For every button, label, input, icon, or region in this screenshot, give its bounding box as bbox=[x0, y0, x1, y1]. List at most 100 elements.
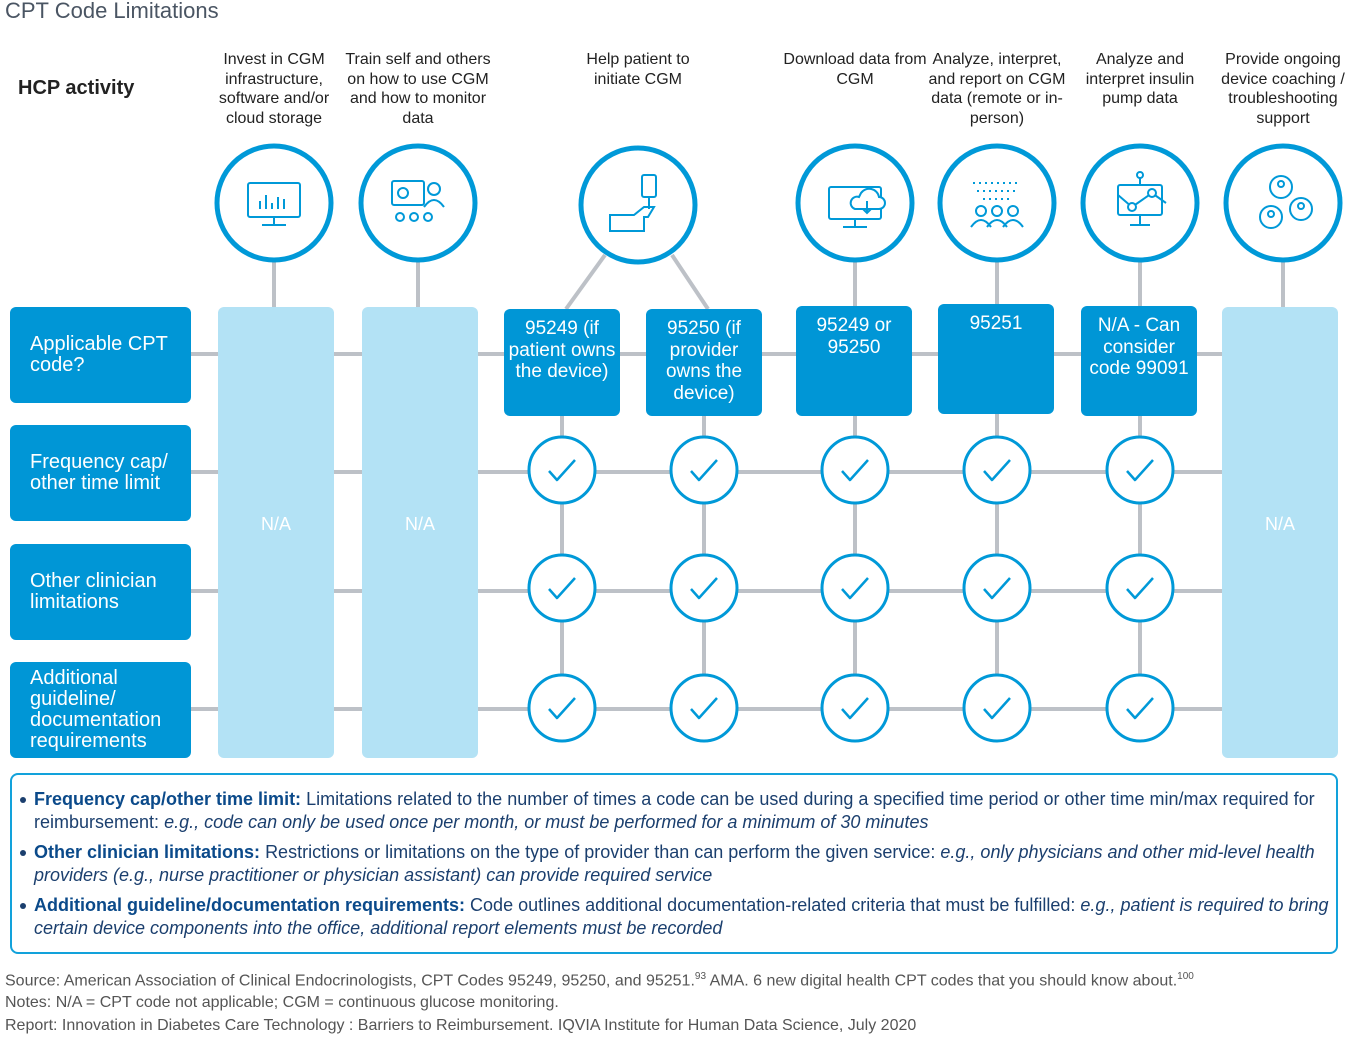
check-circle bbox=[820, 553, 890, 623]
activity-icon-circle bbox=[1223, 143, 1343, 263]
definition-example: e.g., patient is required to bring certa… bbox=[34, 895, 1329, 938]
check-icon bbox=[983, 459, 1011, 482]
check-icon bbox=[983, 697, 1011, 720]
check-circle bbox=[820, 435, 890, 505]
row-label-text: Frequency cap/ other time limit bbox=[30, 451, 168, 494]
cpt-code: 95249 (if patient owns the device) bbox=[508, 318, 616, 382]
check-circle bbox=[962, 435, 1032, 505]
connector bbox=[564, 253, 607, 311]
check-icon bbox=[841, 577, 869, 600]
row-label-text: Other clinician limitations bbox=[30, 570, 157, 613]
check-circle bbox=[820, 673, 890, 743]
check-icon bbox=[548, 577, 576, 600]
bullet bbox=[20, 797, 26, 803]
definitions-box bbox=[10, 773, 1338, 954]
notes: Notes: N/A = CPT code not applicable; CG… bbox=[5, 994, 559, 1011]
cpt-code: 95251 bbox=[969, 313, 1023, 334]
row-header: HCP activity bbox=[18, 77, 135, 99]
source-text: Source: American Association of Clinical… bbox=[5, 972, 695, 990]
check-icon bbox=[548, 697, 576, 720]
definition-term: Other clinician limitations: bbox=[34, 842, 261, 862]
row-box bbox=[10, 307, 191, 403]
check-circle bbox=[962, 553, 1032, 623]
definition: Additional guideline/documentation requi… bbox=[20, 894, 1334, 939]
activity-icon-circle bbox=[358, 143, 478, 263]
check-icon bbox=[690, 459, 718, 482]
na-bar bbox=[218, 307, 334, 758]
definition-example: e.g., only physicians and other mid-leve… bbox=[34, 842, 1315, 885]
row-box bbox=[10, 544, 191, 640]
row-label-text: Additional guideline/ documentation requ… bbox=[30, 667, 162, 752]
cpt-code: 95249 or 95250 bbox=[816, 315, 892, 358]
check-circle bbox=[527, 553, 597, 623]
check-circle bbox=[1105, 673, 1175, 743]
activity-label: Analyze, interpret, and report on CGM da… bbox=[928, 51, 1066, 127]
row-label: Additional guideline/ documentation requ… bbox=[30, 662, 180, 758]
na-bar bbox=[362, 307, 478, 758]
definition-description: Code outlines additional documentation-r… bbox=[470, 895, 1076, 915]
definition-description: Limitations related to the number of tim… bbox=[34, 789, 1315, 832]
cpt-box bbox=[646, 309, 762, 416]
cpt-box bbox=[1081, 306, 1197, 416]
cpt-code: 95250 (if provider owns the device) bbox=[665, 318, 743, 404]
activity-icon-circle bbox=[937, 143, 1057, 263]
row-label-text: Applicable CPT code? bbox=[30, 333, 168, 376]
definition-term: Frequency cap/other time limit: bbox=[34, 789, 302, 809]
row-label: Frequency cap/ other time limit bbox=[30, 425, 180, 521]
check-circle bbox=[527, 673, 597, 743]
check-icon bbox=[1126, 697, 1154, 720]
ref: 93 bbox=[694, 971, 707, 982]
check-icon bbox=[1126, 577, 1154, 600]
na-bar bbox=[1222, 307, 1338, 758]
cpt-box bbox=[796, 306, 912, 416]
activity-label: Analyze and interpret insulin pump data bbox=[1085, 51, 1195, 107]
report: Report: Innovation in Diabetes Care Tech… bbox=[5, 1017, 917, 1034]
check-icon bbox=[548, 459, 576, 482]
activity-icon-circle bbox=[214, 143, 334, 263]
source: Source: American Association of Clinical… bbox=[5, 971, 1194, 990]
activity-label: Download data from CGM bbox=[783, 51, 927, 88]
activity-label: Invest in CGM infrastructure, software a… bbox=[218, 51, 330, 127]
cpt-box bbox=[504, 309, 620, 416]
cpt-box bbox=[938, 304, 1054, 414]
activity-label: Train self and others on how to use CGM … bbox=[345, 51, 491, 127]
na-label: N/A bbox=[260, 514, 291, 534]
row-label: Other clinician limitations bbox=[30, 544, 180, 640]
row-box bbox=[10, 425, 191, 521]
check-icon bbox=[841, 459, 869, 482]
activity-label: Provide ongoing device coaching / troubl… bbox=[1221, 51, 1345, 127]
na-label: N/A bbox=[1264, 514, 1295, 534]
row-label: Applicable CPT code? bbox=[30, 307, 180, 403]
definition-example: e.g., code can only be used once per mon… bbox=[164, 811, 929, 832]
check-circle bbox=[669, 553, 739, 623]
source-text: AMA. 6 new digital health CPT codes that… bbox=[709, 972, 1178, 990]
check-circle bbox=[1105, 435, 1175, 505]
definition: Other clinician limitations: Restriction… bbox=[20, 841, 1334, 886]
bullet bbox=[20, 903, 26, 909]
check-circle bbox=[669, 435, 739, 505]
check-icon bbox=[690, 577, 718, 600]
definition-description: Restrictions or limitations on the type … bbox=[265, 842, 936, 862]
cpt-code: N/A - Can consider code 99091 bbox=[1089, 315, 1189, 379]
check-circle bbox=[962, 673, 1032, 743]
connector bbox=[670, 253, 710, 311]
row-box bbox=[10, 662, 191, 758]
check-circle bbox=[1105, 553, 1175, 623]
activity-icon-circle bbox=[1080, 143, 1200, 263]
check-icon bbox=[983, 577, 1011, 600]
check-circle bbox=[527, 435, 597, 505]
definition: Frequency cap/other time limit: Limitati… bbox=[20, 788, 1334, 833]
check-icon bbox=[1126, 459, 1154, 482]
check-icon bbox=[841, 697, 869, 720]
ref: 100 bbox=[1177, 971, 1194, 982]
activity-icon-circle bbox=[578, 145, 698, 265]
definition-term: Additional guideline/documentation requi… bbox=[34, 895, 466, 915]
activity-label: Help patient to initiate CGM bbox=[586, 51, 690, 88]
check-circle bbox=[669, 673, 739, 743]
na-label: N/A bbox=[404, 514, 435, 534]
check-icon bbox=[690, 697, 718, 720]
bullet bbox=[20, 850, 26, 856]
title: CPT Code Limitations bbox=[5, 0, 219, 23]
